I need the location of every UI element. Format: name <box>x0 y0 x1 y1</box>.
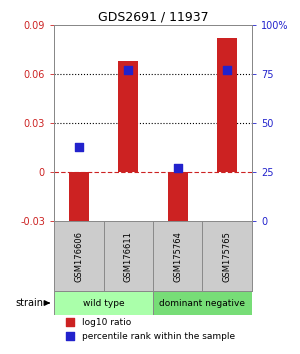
Point <box>76 144 81 149</box>
Text: percentile rank within the sample: percentile rank within the sample <box>82 332 235 341</box>
Bar <box>217 38 237 172</box>
Point <box>126 67 131 73</box>
Text: strain: strain <box>15 298 43 308</box>
Point <box>225 67 230 73</box>
Bar <box>118 61 138 172</box>
Text: dominant negative: dominant negative <box>160 298 245 308</box>
Point <box>175 165 180 171</box>
Point <box>68 319 72 325</box>
Bar <box>168 172 188 224</box>
Point <box>68 333 72 339</box>
Text: log10 ratio: log10 ratio <box>82 318 131 327</box>
Text: GSM175765: GSM175765 <box>223 231 232 281</box>
Text: GSM175764: GSM175764 <box>173 231 182 281</box>
Bar <box>54 291 153 315</box>
Text: GSM176606: GSM176606 <box>74 230 83 281</box>
Text: wild type: wild type <box>83 298 124 308</box>
Text: GSM176611: GSM176611 <box>124 231 133 281</box>
Bar <box>69 172 89 228</box>
Title: GDS2691 / 11937: GDS2691 / 11937 <box>98 11 208 24</box>
Bar <box>153 291 252 315</box>
